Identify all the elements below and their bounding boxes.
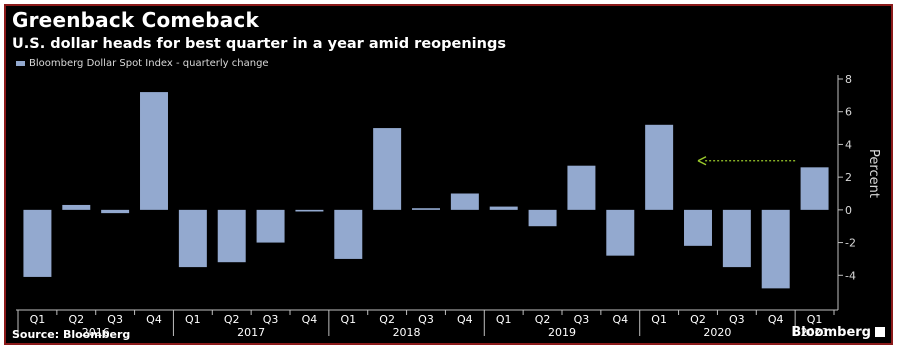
legend: Bloomberg Dollar Spot Index - quarterly … [16,58,269,69]
x-year-label: 2021 [801,326,829,339]
x-tick-label: Q4 [146,313,162,326]
x-tick-label: Q4 [302,313,318,326]
bar-7 [295,209,324,212]
bar-19 [761,209,790,289]
x-tick-label: Q3 [107,313,123,326]
x-tick-label: Q3 [418,313,434,326]
x-tick-label: Q1 [340,313,356,326]
x-tick-label: Q1 [807,313,823,326]
x-tick-label: Q1 [30,313,46,326]
bar-3 [140,92,168,210]
y-tick-label: 4 [845,138,852,151]
x-tick-label: Q2 [690,313,706,326]
source-note: Source: Bloomberg [12,328,131,341]
brand-logo: Bloomberg [791,325,885,340]
bar-10 [412,208,440,210]
x-year-label: 2017 [237,326,265,339]
bar-20 [800,167,829,210]
bar-6 [256,209,285,243]
x-year-label: 2016 [82,326,110,339]
bar-5 [217,209,246,263]
y-tick-label: 8 [845,73,852,86]
x-tick-label: Q2 [379,313,395,326]
x-tick-label: Q1 [651,313,667,326]
bar-18 [722,209,751,268]
terminal-icon [875,327,885,337]
bars-group [23,92,829,289]
y-tick-label: 0 [845,204,852,217]
x-tick-label: Q4 [768,313,784,326]
bar-11 [450,193,479,210]
x-year-label: 2019 [548,326,576,339]
legend-label: Bloomberg Dollar Spot Index - quarterly … [29,58,269,69]
chart-title: Greenback Comeback [12,8,259,32]
bar-4 [178,209,207,268]
bar-1 [62,204,91,210]
y-tick-label: 6 [845,106,852,119]
bar-9 [373,128,402,210]
y-axis: 8 6 4 2 0 -2 -4 Percent [837,73,881,310]
x-axis: Q1 Q2 Q3 Q4 Q1 Q2 Q3 Q4 Q1 Q2 Q3 Q4 Q1 Q2 Q3 Q4 Q1 Q2 Q3 Q4… [16,309,838,339]
bar-12 [489,206,518,210]
x-year-label: 2020 [703,326,731,339]
y-tick-label: -2 [845,237,856,250]
x-tick-label: Q3 [263,313,279,326]
x-tick-label: Q2 [535,313,551,326]
x-year-label: 2018 [393,326,421,339]
y-tick-label: -4 [845,269,856,282]
y-axis-label: Percent [866,149,881,198]
bar-0 [23,209,52,277]
bar-14 [567,165,596,210]
x-tick-label: Q3 [729,313,745,326]
x-tick-label: Q2 [224,313,240,326]
x-tick-label: Q1 [185,313,201,326]
legend-swatch [16,60,25,66]
x-tick-label: Q3 [574,313,590,326]
bar-2 [101,209,130,214]
x-tick-label: Q4 [612,313,628,326]
chart-frame: Greenback Comeback U.S. dollar heads for… [4,4,893,345]
chart-subtitle: U.S. dollar heads for best quarter in a … [12,36,506,52]
bar-8 [334,209,363,259]
bar-15 [606,209,635,256]
annotation-arrow-head [697,156,707,166]
y-tick-label: 2 [845,171,852,184]
brand-text: Bloomberg [791,325,871,340]
x-tick-label: Q4 [457,313,473,326]
x-tick-label: Q1 [496,313,512,326]
x-tick-label: Q2 [68,313,84,326]
bar-17 [684,209,712,246]
bar-16 [645,124,674,210]
bar-13 [528,209,557,227]
annotation-layer [697,156,796,166]
